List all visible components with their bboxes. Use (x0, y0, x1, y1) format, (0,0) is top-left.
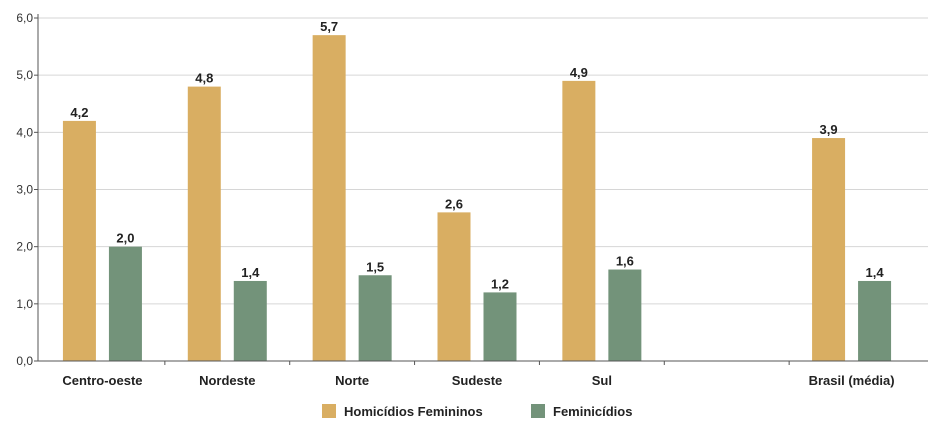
bar (187, 86, 221, 361)
data-label: 4,8 (195, 71, 213, 86)
x-category-label: Centro-oeste (62, 373, 142, 388)
bar (608, 269, 642, 361)
data-label: 5,7 (320, 19, 338, 34)
bar (312, 35, 346, 362)
data-label: 2,0 (116, 231, 134, 246)
data-label: 1,4 (241, 265, 260, 280)
x-category-label: Sul (592, 373, 612, 388)
data-label: 4,9 (570, 65, 588, 80)
bars: 4,2 2,0 4,8 1,4 5,7 1,5 2,6 1,2 4,9 1,6 3,9 1,4 (62, 19, 892, 362)
gridlines (38, 17, 928, 305)
data-label: 3,9 (820, 122, 838, 137)
x-category-label: Norte (335, 373, 369, 388)
data-label: 4,2 (70, 105, 88, 120)
bar (62, 120, 96, 362)
legend-swatch-feminicidios (531, 404, 545, 418)
legend-label-homicidios-femininos: Homicídios Femininos (344, 404, 483, 419)
bar (562, 80, 596, 361)
bar (812, 138, 846, 361)
bar (233, 280, 267, 361)
legend-label-feminicidios: Feminicídios (553, 404, 632, 419)
bar (437, 212, 471, 361)
y-tick-label: 3,0 (16, 183, 33, 197)
bar (108, 246, 142, 361)
y-axis-ticks: 0,0 1,0 2,0 3,0 4,0 5,0 6,0 (16, 11, 38, 368)
y-tick-label: 0,0 (16, 354, 33, 368)
data-label: 1,6 (616, 254, 634, 269)
bar (358, 275, 392, 361)
x-axis: Centro-oeste Nordeste Norte Sudeste Sul Brasi… (37, 14, 928, 388)
y-tick-label: 4,0 (16, 125, 33, 139)
bar (858, 280, 892, 361)
y-tick-label: 5,0 (16, 68, 33, 82)
y-tick-label: 6,0 (16, 11, 33, 25)
data-label: 1,5 (366, 259, 384, 274)
y-tick-label: 1,0 (16, 297, 33, 311)
data-label: 1,4 (866, 265, 885, 280)
data-label: 2,6 (445, 196, 463, 211)
bar (483, 292, 517, 361)
x-category-label: Nordeste (199, 373, 255, 388)
x-category-label: Sudeste (452, 373, 503, 388)
legend: Homicídios Femininos Feminicídios (322, 404, 632, 419)
x-category-label: Brasil (média) (809, 373, 895, 388)
y-tick-label: 2,0 (16, 240, 33, 254)
legend-swatch-homicidios-femininos (322, 404, 336, 418)
data-label: 1,2 (491, 276, 509, 291)
